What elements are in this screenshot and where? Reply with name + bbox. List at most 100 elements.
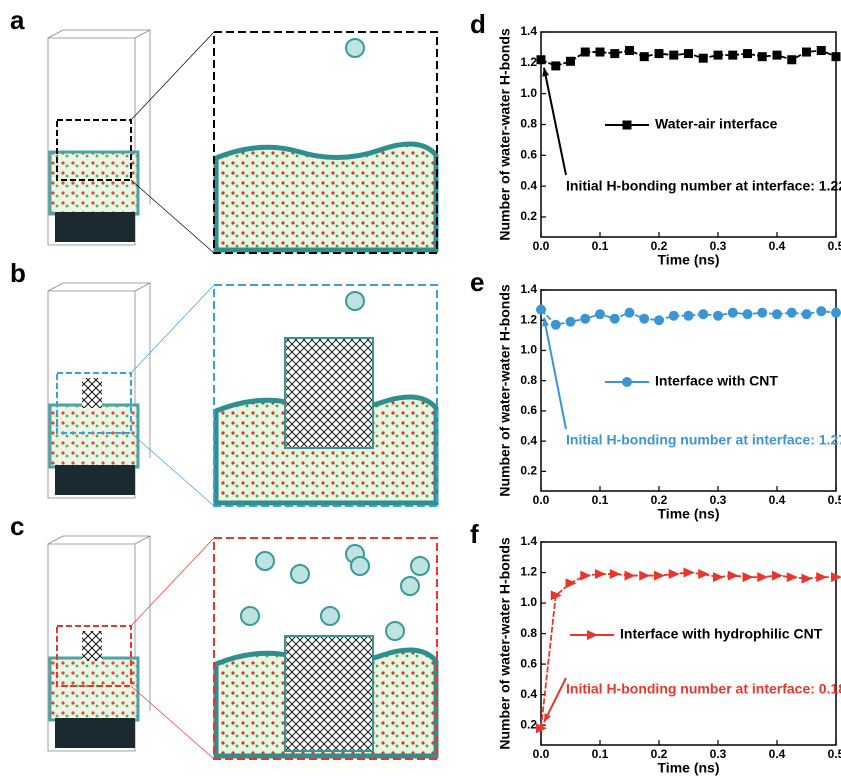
marker — [772, 570, 783, 581]
zoom-line — [130, 432, 215, 507]
marker — [728, 50, 738, 60]
simulation-images — [47, 29, 439, 760]
annotation: Initial H-bonding number at interface: 1… — [566, 432, 841, 448]
marker — [698, 569, 710, 580]
marker — [669, 50, 679, 60]
x-axis-label: Time (ns) — [658, 252, 720, 268]
x-tick-label: 0.0 — [533, 493, 550, 507]
marker — [772, 50, 782, 60]
y-tick-label: 0.8 — [520, 117, 537, 131]
water-cluster — [345, 38, 365, 58]
annotation: Initial H-bonding number at interface: 0… — [566, 681, 841, 697]
marker — [786, 572, 798, 583]
marker — [713, 50, 723, 60]
y-tick-label: 0.6 — [520, 147, 537, 161]
marker — [713, 572, 724, 583]
panel-label: b — [10, 258, 26, 288]
water-cluster — [385, 621, 405, 641]
marker — [654, 315, 664, 326]
zoom-line — [130, 179, 215, 254]
annotation: Initial H-bonding number at interface: 1… — [566, 178, 841, 194]
marker — [550, 319, 561, 330]
water-cluster — [410, 556, 430, 576]
marker — [609, 313, 620, 324]
water-cluster — [240, 606, 260, 626]
y-tick-label: 1.0 — [520, 86, 537, 100]
legend-label: Water-air interface — [655, 116, 778, 132]
panel-label: e — [470, 267, 484, 297]
x-tick-label: 0.3 — [710, 493, 727, 507]
marker — [801, 573, 813, 584]
sim-box — [47, 282, 151, 499]
plot-frame — [540, 541, 837, 746]
water-cluster — [290, 564, 310, 584]
y-tick-label: 1.4 — [520, 282, 537, 296]
x-tick-label: 0.1 — [592, 493, 609, 507]
x-tick-label: 0.4 — [769, 747, 786, 761]
marker — [816, 572, 828, 583]
x-tick-label: 0.1 — [592, 239, 609, 253]
cnt-small — [82, 631, 102, 661]
y-tick-label: 0.2 — [520, 464, 537, 478]
annotation-arrow — [543, 67, 567, 176]
substrate — [55, 212, 135, 242]
marker — [698, 309, 709, 320]
marker — [668, 569, 680, 580]
y-tick-label: 1.4 — [520, 24, 537, 38]
marker — [786, 307, 797, 318]
y-tick-label: 0.4 — [520, 687, 537, 701]
marker — [742, 572, 754, 583]
marker — [580, 313, 591, 324]
y-tick-label: 0.4 — [520, 433, 537, 447]
x-axis-label: Time (ns) — [658, 506, 720, 522]
marker — [713, 310, 723, 321]
zoom-water — [213, 141, 439, 253]
x-tick-label: 0.2 — [651, 239, 668, 253]
marker — [757, 52, 767, 62]
marker — [668, 310, 679, 321]
water-cluster — [350, 556, 370, 576]
marker — [654, 49, 664, 59]
marker — [624, 307, 635, 318]
annotation-arrow — [543, 317, 567, 430]
x-tick-label: 0.0 — [533, 239, 550, 253]
marker — [566, 56, 575, 66]
legend-label: Interface with hydrophilic CNT — [620, 626, 823, 642]
zoom-line — [130, 537, 215, 627]
marker — [816, 45, 826, 55]
x-tick-label: 0.4 — [769, 239, 786, 253]
marker — [551, 61, 561, 71]
y-tick-label: 0.6 — [520, 403, 537, 417]
marker — [816, 306, 827, 317]
zoom-region — [56, 372, 132, 434]
arrow-head — [544, 713, 551, 723]
sim-box — [47, 535, 151, 752]
marker — [565, 316, 576, 327]
marker — [595, 309, 605, 320]
y-tick-label: 0.8 — [520, 373, 537, 387]
zoom-cnt — [284, 337, 374, 449]
marker — [625, 45, 634, 55]
marker — [683, 310, 694, 321]
zoom-region — [56, 119, 132, 181]
marker — [742, 309, 753, 320]
zoom-frame — [213, 537, 438, 760]
marker — [683, 567, 695, 578]
plot-frame — [540, 289, 837, 492]
marker — [536, 723, 547, 734]
y-tick-label: 1.2 — [520, 55, 537, 69]
legend-marker — [587, 630, 598, 640]
arrow-head — [542, 317, 550, 327]
marker — [580, 570, 592, 581]
water-cluster — [400, 576, 420, 596]
x-tick-label: 0.5 — [828, 493, 841, 507]
y-tick-label: 1.2 — [520, 312, 537, 326]
marker — [624, 570, 636, 581]
legend-marker — [622, 377, 632, 387]
marker — [550, 590, 562, 601]
y-axis-label: Number of water-water H-bonds — [497, 28, 513, 241]
cnt-small — [82, 378, 102, 408]
water-slab — [48, 150, 140, 216]
marker — [536, 55, 546, 65]
